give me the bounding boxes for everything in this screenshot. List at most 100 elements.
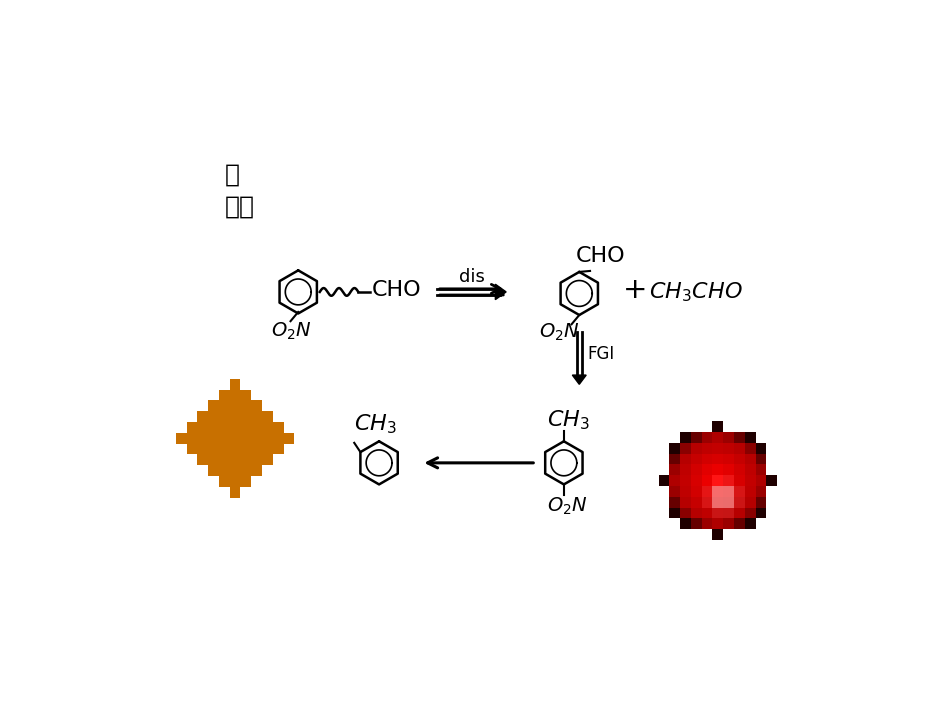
Bar xyxy=(691,443,702,453)
Bar xyxy=(658,475,670,486)
Text: $O_2N$: $O_2N$ xyxy=(272,321,312,342)
Text: CHO: CHO xyxy=(576,247,625,267)
Bar xyxy=(218,476,230,487)
Bar xyxy=(240,454,251,465)
Bar xyxy=(218,433,230,443)
Bar xyxy=(712,518,723,529)
Bar xyxy=(755,497,767,508)
Bar xyxy=(691,518,702,529)
Bar xyxy=(262,411,273,422)
Bar xyxy=(712,443,723,453)
Bar xyxy=(712,453,723,464)
Bar xyxy=(712,432,723,443)
Bar xyxy=(734,453,745,464)
Text: $CH_3$: $CH_3$ xyxy=(354,413,397,436)
Bar xyxy=(240,411,251,422)
Bar xyxy=(680,475,691,486)
Bar xyxy=(230,411,240,422)
Bar xyxy=(712,508,723,518)
Bar xyxy=(218,454,230,465)
Bar xyxy=(208,443,219,454)
Bar xyxy=(745,518,755,529)
Bar xyxy=(723,497,734,508)
Bar xyxy=(670,497,680,508)
Text: +: + xyxy=(623,276,648,304)
Bar xyxy=(251,411,262,422)
Bar xyxy=(230,476,240,487)
Bar xyxy=(240,465,251,476)
Bar xyxy=(745,464,755,475)
Bar xyxy=(767,475,777,486)
Bar xyxy=(712,497,723,508)
Bar xyxy=(712,486,723,497)
Bar xyxy=(734,475,745,486)
Bar xyxy=(186,443,198,454)
Bar xyxy=(198,433,208,443)
Bar xyxy=(755,443,767,453)
Bar xyxy=(240,422,251,433)
Bar xyxy=(240,390,251,401)
Bar xyxy=(218,411,230,422)
Bar xyxy=(712,421,723,432)
Bar xyxy=(208,454,219,465)
Text: $O_2N$: $O_2N$ xyxy=(540,322,580,343)
Bar xyxy=(734,486,745,497)
Bar xyxy=(691,475,702,486)
Bar xyxy=(734,508,745,518)
Bar xyxy=(723,475,734,486)
Bar xyxy=(230,390,240,401)
Bar xyxy=(734,443,745,453)
Bar xyxy=(745,508,755,518)
Text: $O_2N$: $O_2N$ xyxy=(547,496,588,517)
Bar xyxy=(723,518,734,529)
Bar xyxy=(712,529,723,540)
Bar xyxy=(723,464,734,475)
Bar xyxy=(218,443,230,454)
Bar xyxy=(262,422,273,433)
Bar xyxy=(218,401,230,411)
Text: 分
析：: 分 析： xyxy=(225,163,255,218)
Polygon shape xyxy=(572,375,586,384)
Bar xyxy=(702,453,712,464)
Bar xyxy=(691,432,702,443)
Bar xyxy=(230,401,240,411)
Bar xyxy=(702,518,712,529)
Bar xyxy=(745,453,755,464)
Bar xyxy=(240,443,251,454)
Bar xyxy=(208,401,219,411)
Bar xyxy=(670,443,680,453)
Bar xyxy=(230,422,240,433)
Bar xyxy=(755,475,767,486)
Bar xyxy=(251,454,262,465)
Bar xyxy=(240,476,251,487)
Bar xyxy=(691,497,702,508)
Bar xyxy=(230,433,240,443)
Bar xyxy=(723,508,734,518)
Bar xyxy=(218,465,230,476)
Bar xyxy=(691,508,702,518)
Bar xyxy=(218,390,230,401)
Text: FGI: FGI xyxy=(587,345,615,364)
Bar xyxy=(186,422,198,433)
Bar xyxy=(755,508,767,518)
Text: $CH_3CHO$: $CH_3CHO$ xyxy=(650,280,743,304)
Bar xyxy=(208,433,219,443)
Bar xyxy=(176,433,186,443)
Bar xyxy=(745,486,755,497)
Bar xyxy=(702,475,712,486)
Bar xyxy=(680,486,691,497)
Bar xyxy=(702,497,712,508)
Bar xyxy=(712,464,723,475)
Bar xyxy=(251,422,262,433)
Bar xyxy=(251,443,262,454)
Bar xyxy=(680,443,691,453)
Bar xyxy=(273,422,284,433)
Bar xyxy=(680,518,691,529)
Bar xyxy=(734,518,745,529)
Bar xyxy=(230,379,240,390)
Bar xyxy=(670,508,680,518)
Bar xyxy=(755,486,767,497)
Bar xyxy=(680,497,691,508)
Bar xyxy=(670,486,680,497)
Bar xyxy=(702,464,712,475)
